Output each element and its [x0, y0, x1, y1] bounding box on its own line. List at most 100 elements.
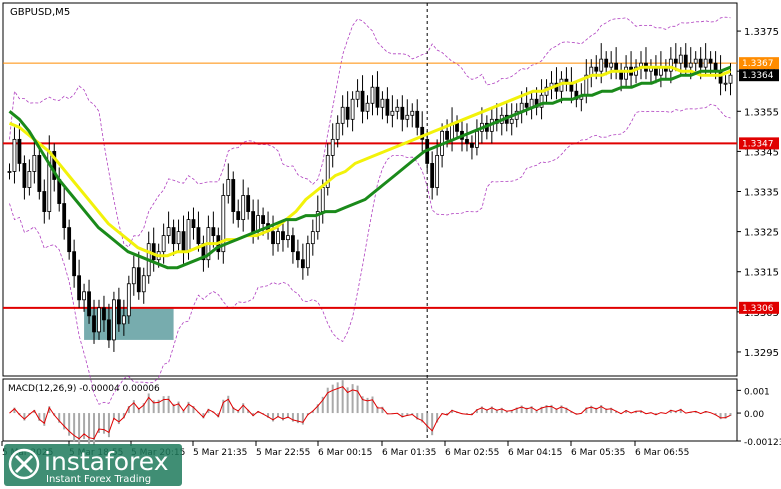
- y-tick-label: 1.3325: [744, 228, 779, 239]
- candle-body: [22, 163, 27, 188]
- level-price-tag-label: 1.3347: [742, 139, 774, 149]
- price-tags: 1.3367 1.3347 1.3306 1.3364: [739, 57, 779, 314]
- candle-body: [420, 126, 425, 140]
- candle-body: [32, 155, 37, 172]
- candle-body: [385, 98, 390, 116]
- level-price-tag: [739, 57, 779, 70]
- candle-body: [325, 155, 330, 188]
- candle-body: [370, 86, 375, 104]
- candle-body: [196, 227, 201, 245]
- candle-body: [678, 54, 683, 64]
- macd-label: MACD(12,26,9) -0.00004 0.00006: [8, 384, 160, 394]
- x-tick-label: 6 Mar 05:35: [571, 448, 625, 458]
- candle-body: [698, 58, 703, 68]
- candle-body: [410, 110, 415, 116]
- candle-body: [673, 58, 678, 64]
- y-tick-label: 1.3295: [744, 348, 779, 359]
- candle-body: [281, 231, 285, 241]
- bollinger-bands: [9, 16, 731, 405]
- candle-body: [52, 150, 57, 180]
- candle-body: [231, 179, 236, 212]
- candle-body: [360, 90, 365, 112]
- candle-body: [166, 227, 171, 237]
- x-tick-label: 6 Mar 00:15: [318, 448, 372, 458]
- candle-body: [121, 315, 126, 325]
- candle-body: [226, 179, 231, 196]
- green-moving-average: [8, 65, 732, 270]
- macd-plot-frame: [2, 378, 738, 442]
- level-price-tag: [739, 301, 779, 314]
- candle-body: [539, 94, 544, 108]
- candle-body: [107, 319, 111, 341]
- candle-body: [693, 58, 698, 64]
- symbol-label: GBPUSD,M5: [10, 7, 70, 18]
- macd-histogram: 0.001 0.00 -0.00123: [9, 380, 781, 448]
- candle-body: [380, 98, 385, 108]
- candle-body: [72, 251, 77, 277]
- candle-body: [87, 291, 91, 317]
- x-tick-label: 6 Mar 01:35: [382, 448, 436, 458]
- candle-body: [176, 231, 181, 245]
- candle-body: [42, 191, 47, 212]
- candle-body: [186, 219, 191, 253]
- candle-body: [246, 195, 251, 212]
- candle-body: [77, 275, 82, 301]
- candle-body: [112, 299, 116, 341]
- candle-body: [340, 106, 345, 124]
- candle-body: [350, 98, 355, 120]
- lower-band-line: [9, 103, 731, 405]
- y-tick-label: 1.3375: [744, 27, 779, 38]
- candle-body: [455, 122, 459, 132]
- candle-body: [171, 227, 176, 245]
- candle-body: [320, 187, 325, 212]
- candle-body: [345, 106, 350, 120]
- candle-body: [191, 219, 196, 229]
- candle-body: [17, 138, 22, 164]
- candle-body: [728, 74, 733, 84]
- logo-background: [4, 444, 182, 486]
- level-price-tag-label: 1.3306: [742, 304, 774, 314]
- candle-body: [261, 215, 265, 224]
- candle-body: [136, 267, 141, 293]
- candle-body: [415, 110, 420, 128]
- candle-body: [116, 299, 121, 325]
- candle-body: [315, 211, 320, 233]
- candle-body: [465, 138, 469, 144]
- candle-body: [181, 231, 186, 253]
- candle-body: [435, 155, 440, 188]
- candle-body: [430, 163, 435, 188]
- candle-body: [211, 227, 216, 237]
- macd-tick-label: 0.00: [744, 410, 764, 420]
- candle-body: [131, 267, 136, 285]
- logo-text: instaforex: [44, 447, 169, 476]
- candle-body: [305, 243, 310, 269]
- logo-emblem-icon: [8, 448, 40, 480]
- current-price-tag: [739, 69, 779, 82]
- candle-body: [141, 275, 146, 293]
- candle-body: [405, 114, 410, 120]
- candle-body: [221, 195, 226, 253]
- candle-body: [723, 82, 728, 85]
- main-plot-frame: [2, 2, 738, 377]
- upper-band-line: [9, 16, 731, 248]
- candle-body: [668, 58, 673, 72]
- candle-body: [708, 58, 713, 64]
- candle-body: [251, 211, 256, 233]
- candle-body: [67, 227, 72, 253]
- macd-signal-line: [9, 386, 731, 440]
- candle-body: [236, 211, 241, 220]
- candle-body: [365, 102, 370, 112]
- y-tick-label: 1.3335: [744, 188, 779, 199]
- x-tick-label: 6 Mar 06:55: [635, 448, 689, 458]
- level-price-tag: [739, 137, 779, 150]
- candle-body: [683, 54, 688, 68]
- candle-body: [335, 122, 340, 140]
- x-tick-label: 5 Mar 21:35: [193, 448, 247, 458]
- candle-body: [102, 307, 106, 321]
- candle-body: [509, 118, 514, 124]
- level-price-tag-label: 1.3367: [742, 59, 774, 69]
- instaforex-logo: instaforex Instant Forex Trading: [4, 444, 182, 486]
- candle-body: [355, 90, 360, 100]
- candle-body: [291, 235, 295, 253]
